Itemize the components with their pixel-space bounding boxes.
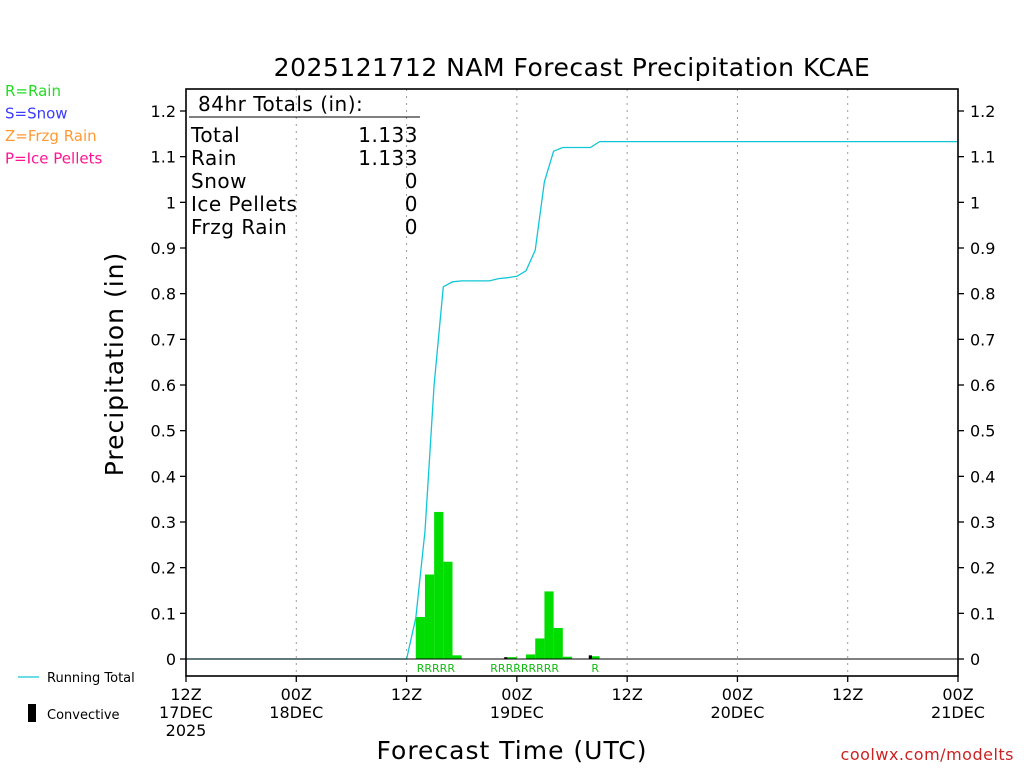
totals-row-value: 1.133 [358,123,418,147]
y-tick-label-left: 0.6 [151,376,176,395]
x-tick-label: 18DEC [269,703,323,722]
y-tick-label-left: 0.4 [151,467,176,486]
convective-bar [504,657,508,659]
y-tick-label-left: 1.1 [151,148,176,167]
x-tick-label: 17DEC [159,703,213,722]
totals-row-value: 1.133 [358,146,418,170]
x-axis-label: Forecast Time (UTC) [377,736,648,765]
bars [415,511,600,659]
y-tick-label-right: 0.4 [970,467,995,486]
convective-legend-swatch [28,704,36,722]
y-tick-label-right: 0.5 [970,422,995,441]
credit-text: coolwx.com/modelts [841,745,1014,764]
chart-title: 2025121712 NAM Forecast Precipitation KC… [274,53,871,82]
rain-bar [443,561,453,659]
legends: R=Rain S=Snow Z=Frzg Rain P=Ice Pellets Runn… [5,82,1014,764]
running-total-legend-label: Running Total [47,671,135,686]
running-total-line [186,140,958,660]
axes: 0 00.1 0.10.2 0.20.3 0.30.4 0.40.5 0.50.6 0.60.… [151,102,996,740]
rain-bar [452,655,462,659]
x-tick-label: 20DEC [710,703,764,722]
rain-bar [590,656,600,659]
y-tick-label-right: 0.2 [970,559,995,578]
totals-heading: 84hr Totals (in): [198,92,363,116]
totals-row-value: 0 [405,169,418,193]
x-tick-label: 19DEC [490,703,544,722]
precip-type-label: RRRRRRRRR [490,662,559,675]
rain-bar [553,627,563,659]
x-tick-label: 00Z [942,685,973,704]
x-tick-label: 00Z [501,685,532,704]
y-tick-label-right: 1.2 [970,102,995,121]
totals-row-label: Rain [191,146,237,170]
rain-bar [535,638,545,659]
totals-row-value: 0 [405,215,418,239]
totals-row-label: Ice Pellets [191,192,297,216]
rain-bar [562,656,572,659]
y-tick-label-left: 0.5 [151,422,176,441]
x-tick-label: 21DEC [931,703,985,722]
y-tick-label-right: 1 [970,193,980,212]
type-legend-entry: P=Ice Pellets [5,150,102,168]
running-total-layer [186,140,958,660]
x-tick-label: 12Z [611,685,642,704]
rain-bar [415,616,425,659]
y-tick-label-left: 0.3 [151,513,176,532]
text-labels: 2025121712 NAM Forecast Precipitation KC… [100,53,870,765]
totals-row-label: Snow [191,169,247,193]
plot-border [185,88,959,677]
y-tick-label-left: 0.1 [151,604,176,623]
convective-legend-label: Convective [47,708,120,723]
y-tick-label-right: 1.1 [970,148,995,167]
x-tick-label: 2025 [166,721,207,740]
y-tick-label-left: 0.7 [151,330,176,349]
x-tick-label: 12Z [391,685,422,704]
plot-frame [185,88,959,677]
type-legend-entry: R=Rain [5,82,61,100]
totals-row-label: Frzg Rain [191,215,287,239]
totals-row-label: Total [190,123,240,147]
x-tick-label: 12Z [170,685,201,704]
rain-bar [434,511,444,659]
y-tick-label-left: 0 [166,650,176,669]
y-tick-label-right: 0.1 [970,604,995,623]
y-tick-label-left: 1.2 [151,102,176,121]
y-tick-label-left: 0.8 [151,285,176,304]
precip-type-label: R [591,662,599,675]
rain-bar [507,657,517,659]
y-tick-label-right: 0.3 [970,513,995,532]
grid-lines [295,89,849,676]
convective-bar [588,655,592,659]
y-axis-label: Precipitation (in) [100,252,129,477]
y-tick-label-left: 0.9 [151,239,176,258]
x-tick-label: 00Z [281,685,312,704]
rain-bar [424,574,435,659]
y-tick-label-right: 0 [970,650,980,669]
rain-bar [526,654,536,659]
y-tick-label-right: 0.9 [970,239,995,258]
totals-row-value: 0 [405,192,418,216]
y-tick-label-right: 0.8 [970,285,995,304]
rain-bar [544,591,554,659]
y-tick-label-left: 1 [166,193,176,212]
precip-type-label: RRRRR [417,662,456,675]
x-tick-label: 12Z [832,685,863,704]
y-tick-label-left: 0.2 [151,559,176,578]
type-legend-entry: Z=Frzg Rain [5,127,97,145]
type-legend-entry: S=Snow [5,105,68,123]
y-tick-label-right: 0.6 [970,376,995,395]
y-tick-label-right: 0.7 [970,330,995,349]
x-tick-label: 00Z [722,685,753,704]
